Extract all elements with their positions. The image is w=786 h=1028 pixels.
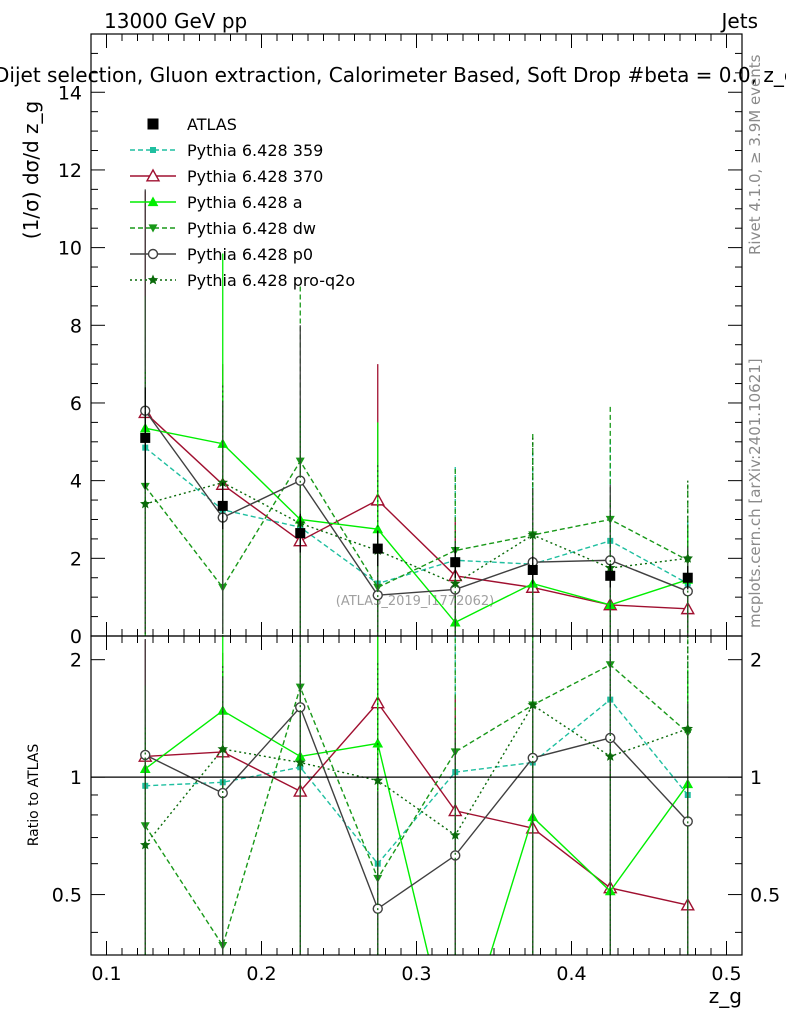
series-0-point [605,570,616,581]
ratio-series-group [138,636,695,955]
series-3-line [145,427,688,624]
legend-entry-4: Pythia 6.428 dw [130,219,316,238]
ratio-series-2-line [145,701,688,906]
y-tick-label-main: 2 [70,548,82,570]
ratio-series-6-point [372,775,383,785]
y-tick-label-main: 10 [58,238,82,260]
ratio-series-5-point [450,850,461,861]
legend-marker [150,147,156,153]
side-text-mcplots: mcplots.cern.ch [arXiv:2401.10621] [746,358,764,628]
ratio-series-1-line [145,698,689,865]
series-0-point [295,528,306,539]
series-0-point [372,543,383,554]
y-tick-label-main: 0 [70,626,82,648]
series-0-point [217,500,228,511]
legend-label: Pythia 6.428 dw [187,219,316,238]
y-axis-label-ratio: Ratio to ATLAS [26,744,42,847]
legend-entry-0: ATLAS [147,115,237,134]
series-0-point [682,572,693,583]
ratio-series-6-point [605,750,616,761]
y-tick-label-main: 14 [58,82,82,104]
series-6-line [145,481,688,585]
header-left: 13000 GeV pp [104,9,247,33]
legend-entry-5: Pythia 6.428 p0 [130,245,313,264]
y-tick-label-main: 8 [70,315,82,337]
x-tick-label: 0.3 [401,963,431,985]
series-6-point [682,552,693,563]
legend-label: ATLAS [187,115,237,134]
y-tick-label-ratio: 0.5 [52,885,82,907]
legend-marker [145,168,161,182]
legend-entry-2: Pythia 6.428 370 [130,167,323,186]
y-tick-label-ratio: 2 [70,650,82,672]
y-tick-label-main: 12 [58,160,82,182]
y-tick-label-ratio: 1 [70,767,82,789]
legend-marker [148,224,158,233]
main-series-group [138,189,695,636]
series-6-point [140,498,151,509]
series-5-line [144,410,689,596]
y-tick-label-main: 6 [70,393,82,415]
ratio-series-6-point [450,829,461,840]
series-6-point [527,529,538,540]
x-tick-label: 0.1 [91,963,121,985]
y-tick-label-ratio-right: 0.5 [750,885,780,907]
y-axis-label-main: (1/σ) dσ/d z_g [19,101,43,239]
legend-marker [147,248,159,260]
legend-entry-1: Pythia 6.428 359 [130,141,323,160]
legend-label: Pythia 6.428 359 [187,141,323,160]
legend-entry-3: Pythia 6.428 a [130,193,303,212]
watermark: (ATLAS_2019_I1772062) [336,594,494,609]
ratio-series-5-point [605,732,616,744]
ratio-series-6-point [217,743,228,754]
ratio-series-6-point [295,757,306,767]
ratio-series-6-line [144,704,688,846]
legend-entry-6: Pythia 6.428 pro-q2o [130,271,355,290]
ratio-series-6-point [527,699,538,710]
legend-label: Pythia 6.428 pro-q2o [187,271,355,290]
series-6-point [217,477,228,487]
ratio-series-4-line [144,663,689,948]
series-6-point [450,578,461,588]
ratio-series-3-point [372,737,384,748]
ratio-series-5-line [144,705,689,910]
ratio-series-6-point [140,839,151,850]
legend-marker [147,196,159,207]
ratio-series-6-point [682,723,693,734]
series-0-point [450,557,461,568]
side-text-rivet: Rivet 4.1.0, ≥ 3.9M events [746,54,764,255]
x-tick-label: 0.4 [556,963,586,985]
header-right: Jets [720,9,758,33]
y-tick-label-ratio-right: 1 [750,767,762,789]
legend-label: Pythia 6.428 370 [187,167,323,186]
legend-label: Pythia 6.428 a [187,193,303,212]
legend-marker [147,118,159,130]
y-tick-label-ratio-right: 2 [750,650,762,672]
chart-title: Dijet selection, Gluon extraction, Calor… [0,63,786,87]
series-0-point [140,432,151,443]
legend-marker [147,274,159,285]
y-tick-label-main: 4 [70,471,82,493]
x-axis-label: z_g [709,984,742,1008]
series-4-line [144,459,689,589]
series-1-line [144,447,689,585]
x-tick-label: 0.2 [246,963,276,985]
x-tick-label: 0.5 [711,963,741,985]
legend-label: Pythia 6.428 p0 [187,245,313,264]
series-0-point [527,564,538,575]
ratio-series-3-line [144,709,689,955]
